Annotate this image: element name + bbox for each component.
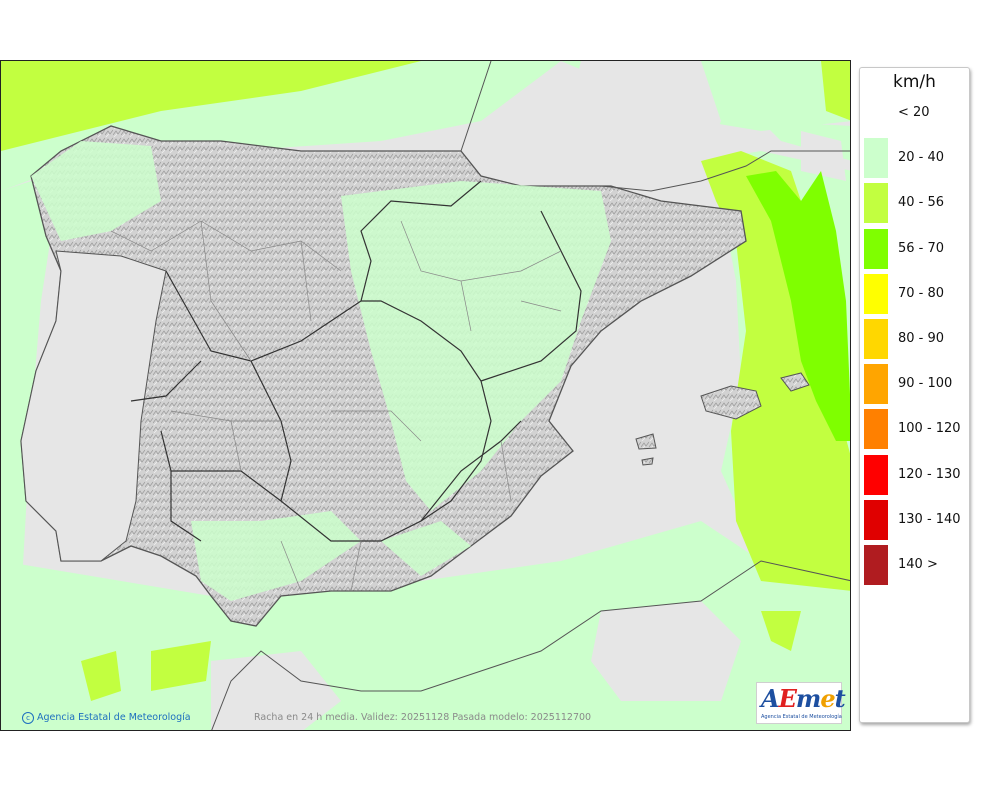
aemet-logo-wordmark: AEmet <box>761 684 846 713</box>
legend-swatch <box>864 409 888 450</box>
legend-item: 90 - 100 <box>864 364 967 405</box>
legend-swatch <box>864 364 888 405</box>
map-canvas <box>1 61 850 730</box>
legend: km/h < 20 20 - 40 40 - 56 56 - 70 70 - 80 80 … <box>859 67 970 723</box>
legend-item: 120 - 130 <box>864 454 967 496</box>
map-caption: Racha en 24 h media. Validez: 20251128 P… <box>254 712 592 723</box>
copyright-text: Agencia Estatal de Meteorología <box>37 712 191 723</box>
legend-item: 20 - 40 <box>864 138 967 179</box>
legend-swatch <box>864 319 888 359</box>
legend-item: 100 - 120 <box>864 409 967 450</box>
legend-label: 40 - 56 <box>898 195 945 211</box>
legend-title: km/h <box>893 72 936 92</box>
legend-swatch <box>864 499 888 540</box>
legend-label: 120 - 130 <box>898 466 961 482</box>
balearic-islands <box>635 372 810 466</box>
wind-gust-map: AEmet Agencia Estatal de Meteorología <box>0 60 851 731</box>
legend-label: 80 - 90 <box>898 331 945 346</box>
legend-item: 56 - 70 <box>864 228 967 270</box>
legend-label: 90 - 100 <box>898 376 953 392</box>
legend-label: 140 > <box>898 557 938 572</box>
legend-label: 20 - 40 <box>898 150 945 166</box>
legend-item: 40 - 56 <box>864 183 967 224</box>
north-africa-coast <box>211 560 850 730</box>
legend-label: 130 - 140 <box>898 511 961 527</box>
copyright-icon: c <box>22 712 34 724</box>
legend-item: 140 > <box>864 545 967 586</box>
regional-borders <box>130 180 582 542</box>
legend-swatch <box>864 273 888 314</box>
legend-label: 100 - 120 <box>898 421 961 437</box>
legend-swatch <box>864 545 888 585</box>
legend-item: 80 - 90 <box>864 319 967 360</box>
legend-swatch <box>864 183 888 224</box>
legend-label: 56 - 70 <box>898 240 945 256</box>
legend-label: < 20 <box>898 105 930 120</box>
legend-label: 70 - 80 <box>898 285 945 301</box>
legend-item: 130 - 140 <box>864 499 967 541</box>
legend-swatch <box>864 454 888 495</box>
france-coast <box>460 61 850 192</box>
legend-item: < 20 <box>864 93 967 134</box>
legend-swatch <box>864 138 888 179</box>
copyright-notice: c Agencia Estatal de Meteorología <box>22 712 191 724</box>
aemet-logo-subtitle: Agencia Estatal de Meteorología <box>761 714 842 720</box>
legend-swatch <box>864 228 888 269</box>
zone-below-20-patches <box>211 61 846 730</box>
portugal-low-wind <box>20 250 167 562</box>
aemet-logo: AEmet Agencia Estatal de Meteorología <box>756 682 846 724</box>
legend-item: 70 - 80 <box>864 273 967 315</box>
provincial-borders <box>110 220 562 592</box>
zone-56-70 <box>746 171 850 441</box>
